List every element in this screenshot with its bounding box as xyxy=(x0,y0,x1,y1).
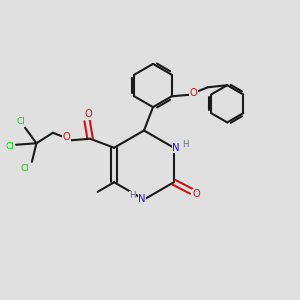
Text: Cl: Cl xyxy=(21,164,30,173)
Text: H: H xyxy=(182,140,188,148)
Text: Cl: Cl xyxy=(16,117,25,126)
Text: N: N xyxy=(172,143,180,153)
Text: Cl: Cl xyxy=(5,142,14,151)
Text: H: H xyxy=(129,191,136,200)
Text: O: O xyxy=(190,88,197,98)
Text: O: O xyxy=(62,132,70,142)
Text: N: N xyxy=(138,194,146,205)
Text: O: O xyxy=(84,109,92,119)
Text: O: O xyxy=(193,189,201,199)
